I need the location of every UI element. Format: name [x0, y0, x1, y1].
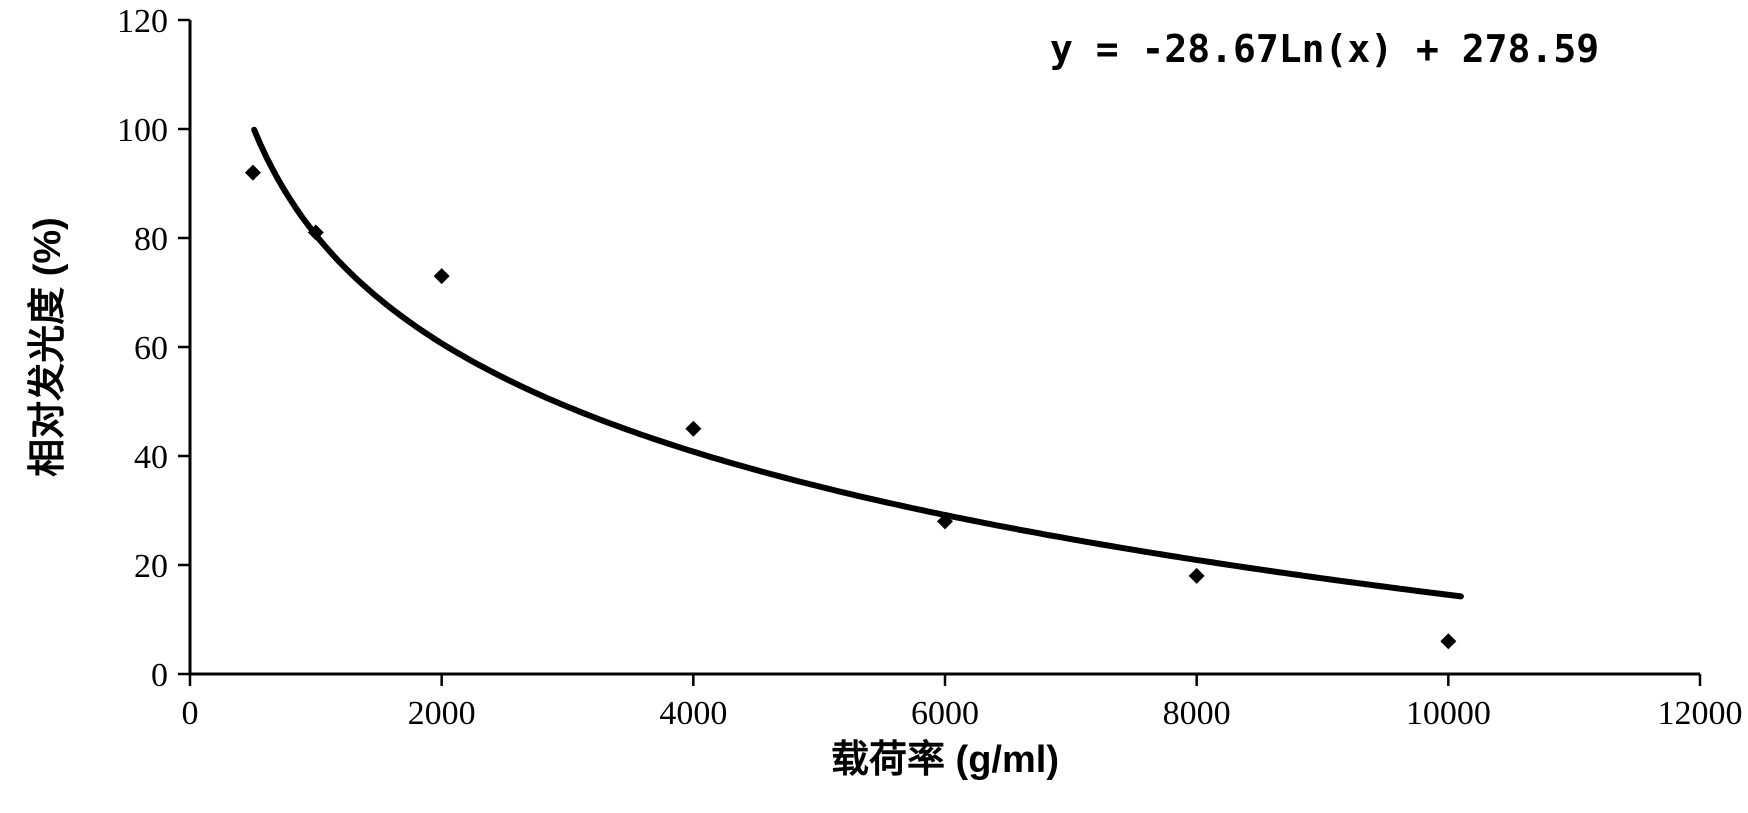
- chart-container: 0 2000 4000 6000 8000 10000 12000 0 20 40 60 80 100 1…: [0, 0, 1748, 813]
- x-tick-label: 10000: [1406, 695, 1491, 732]
- y-tick-label: 120: [117, 3, 168, 40]
- y-tick-label: 20: [134, 548, 168, 585]
- y-tick-label: 100: [117, 112, 168, 149]
- y-tick-label: 60: [134, 330, 168, 367]
- x-axis-title: 载荷率 (g/ml): [831, 739, 1059, 781]
- x-tick-label: 8000: [1163, 695, 1231, 732]
- x-tick-label: 6000: [911, 695, 979, 732]
- x-tick-label: 2000: [408, 695, 476, 732]
- y-tick-label: 40: [134, 439, 168, 476]
- y-tick-label: 0: [151, 657, 168, 694]
- equation-label: y = -28.67Ln(x) + 278.59: [1050, 27, 1599, 71]
- chart-svg: 0 2000 4000 6000 8000 10000 12000 0 20 40 60 80 100 1…: [0, 0, 1748, 813]
- x-tick-label: 4000: [659, 695, 727, 732]
- plot-background: [0, 0, 1748, 813]
- y-tick-label: 80: [134, 221, 168, 258]
- x-tick-label: 12000: [1658, 695, 1743, 732]
- x-tick-label: 0: [182, 695, 199, 732]
- y-axis-title: 相对发光度 (%): [27, 217, 69, 477]
